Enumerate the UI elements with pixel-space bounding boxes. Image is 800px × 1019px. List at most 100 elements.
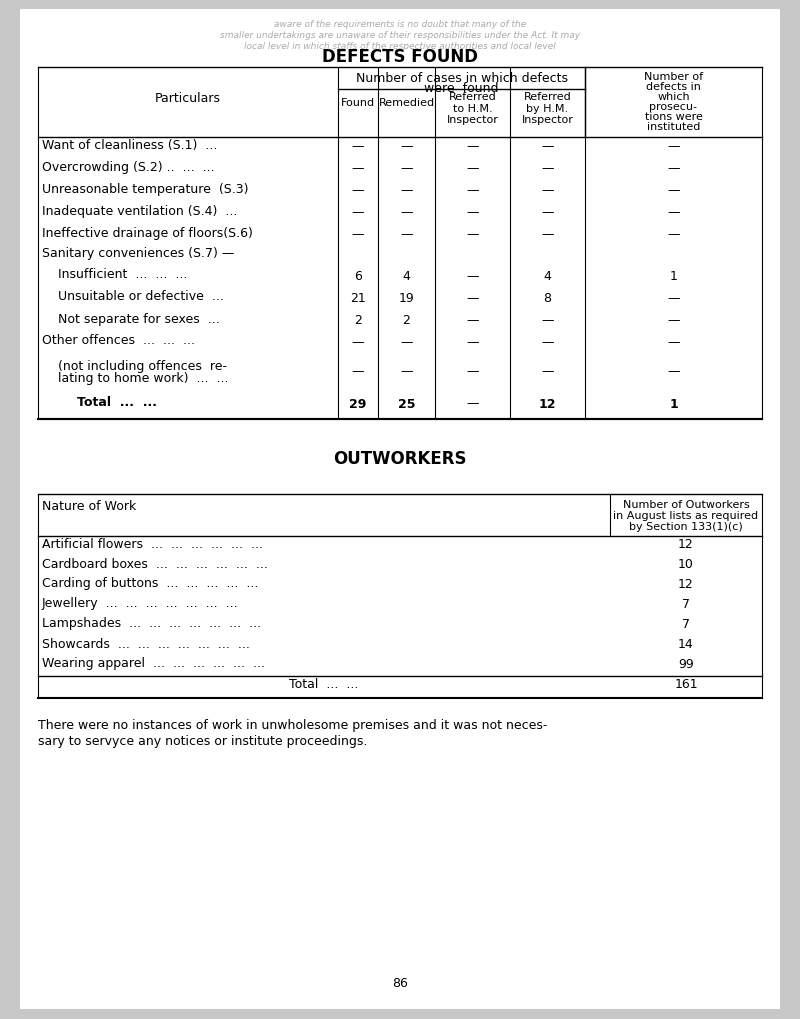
Text: —: —: [542, 141, 554, 153]
Text: 8: 8: [543, 292, 551, 306]
Text: 6: 6: [354, 270, 362, 283]
Text: defects in: defects in: [646, 82, 701, 92]
Text: —: —: [466, 228, 478, 242]
Text: 12: 12: [538, 397, 556, 410]
Text: 10: 10: [678, 557, 694, 570]
Text: —: —: [667, 365, 680, 378]
Text: 25: 25: [398, 397, 415, 410]
Text: —: —: [352, 336, 364, 350]
Text: Number of: Number of: [644, 72, 703, 82]
Text: Total  ...  ...: Total ... ...: [290, 678, 358, 691]
Text: Want of cleanliness (S.1)  ...: Want of cleanliness (S.1) ...: [42, 139, 218, 152]
Text: Sanitary conveniences (S.7) —: Sanitary conveniences (S.7) —: [42, 248, 234, 260]
Text: —: —: [352, 184, 364, 198]
Text: —: —: [667, 292, 680, 306]
Text: 7: 7: [682, 616, 690, 630]
Text: —: —: [667, 336, 680, 350]
Text: Referred
to H.M.
Inspector: Referred to H.M. Inspector: [446, 92, 498, 125]
Text: —: —: [667, 162, 680, 175]
Text: 4: 4: [543, 270, 551, 283]
Text: —: —: [466, 162, 478, 175]
Text: Number of cases in which defects: Number of cases in which defects: [355, 72, 567, 85]
Text: OUTWORKERS: OUTWORKERS: [334, 449, 466, 468]
Text: —: —: [400, 141, 413, 153]
Text: which: which: [657, 92, 690, 102]
Text: —: —: [667, 184, 680, 198]
Text: —: —: [542, 336, 554, 350]
Text: Overcrowding (S.2) ..  ...  ...: Overcrowding (S.2) .. ... ...: [42, 160, 214, 173]
Text: Showcards  ...  ...  ...  ...  ...  ...  ...: Showcards ... ... ... ... ... ... ...: [42, 637, 250, 650]
Text: Other offences  ...  ...  ...: Other offences ... ... ...: [42, 334, 195, 347]
Text: local level in which staffs of the respective authorities and local level: local level in which staffs of the respe…: [244, 42, 556, 51]
Text: lating to home work)  ...  ...: lating to home work) ... ...: [42, 372, 229, 384]
Text: Carding of buttons  ...  ...  ...  ...  ...: Carding of buttons ... ... ... ... ...: [42, 577, 258, 590]
Text: prosecu-: prosecu-: [650, 102, 698, 112]
Text: —: —: [466, 141, 478, 153]
Text: Total  ...  ...: Total ... ...: [42, 395, 157, 408]
Text: —: —: [352, 228, 364, 242]
Text: —: —: [466, 314, 478, 327]
Text: —: —: [466, 184, 478, 198]
Text: —: —: [400, 365, 413, 378]
Text: —: —: [667, 228, 680, 242]
Text: 12: 12: [678, 537, 694, 550]
Text: —: —: [352, 162, 364, 175]
Text: 19: 19: [398, 292, 414, 306]
Text: Not separate for sexes  ...: Not separate for sexes ...: [42, 312, 220, 325]
Text: —: —: [400, 336, 413, 350]
Text: 21: 21: [350, 292, 366, 306]
Text: 12: 12: [678, 577, 694, 590]
Text: 2: 2: [354, 314, 362, 327]
Text: 4: 4: [402, 270, 410, 283]
Text: Nature of Work: Nature of Work: [42, 499, 136, 513]
Text: —: —: [466, 292, 478, 306]
Text: —: —: [352, 206, 364, 219]
Text: Remedied: Remedied: [378, 98, 434, 108]
Text: sary to servyce any notices or institute proceedings.: sary to servyce any notices or institute…: [38, 735, 367, 747]
Text: Lampshades  ...  ...  ...  ...  ...  ...  ...: Lampshades ... ... ... ... ... ... ...: [42, 616, 261, 630]
Text: 29: 29: [350, 397, 366, 410]
Text: Cardboard boxes  ...  ...  ...  ...  ...  ...: Cardboard boxes ... ... ... ... ... ...: [42, 557, 268, 570]
Text: 1: 1: [670, 270, 678, 283]
Text: Unsuitable or defective  ...: Unsuitable or defective ...: [42, 290, 224, 304]
Text: DEFECTS FOUND: DEFECTS FOUND: [322, 48, 478, 66]
Text: 1: 1: [669, 397, 678, 410]
Text: 99: 99: [678, 657, 694, 669]
Text: Wearing apparel  ...  ...  ...  ...  ...  ...: Wearing apparel ... ... ... ... ... ...: [42, 657, 265, 669]
Text: 7: 7: [682, 597, 690, 610]
Text: Number of Outworkers: Number of Outworkers: [622, 499, 750, 510]
Text: —: —: [542, 206, 554, 219]
Text: —: —: [400, 206, 413, 219]
Text: —: —: [542, 228, 554, 242]
Text: Particulars: Particulars: [155, 92, 221, 105]
Text: —: —: [542, 365, 554, 378]
Text: —: —: [466, 336, 478, 350]
Text: by Section 133(1)(c): by Section 133(1)(c): [629, 522, 743, 532]
Text: —: —: [667, 314, 680, 327]
Text: Inadequate ventilation (S.4)  ...: Inadequate ventilation (S.4) ...: [42, 204, 238, 217]
Text: tions were: tions were: [645, 112, 702, 122]
Text: —: —: [542, 162, 554, 175]
Text: Found: Found: [341, 98, 375, 108]
Text: —: —: [400, 228, 413, 242]
Text: were  found: were found: [424, 82, 498, 95]
Text: —: —: [400, 162, 413, 175]
Text: —: —: [466, 365, 478, 378]
Text: —: —: [466, 397, 478, 410]
Text: —: —: [542, 314, 554, 327]
Text: 161: 161: [674, 678, 698, 691]
Text: —: —: [352, 141, 364, 153]
Text: 2: 2: [402, 314, 410, 327]
Text: instituted: instituted: [647, 122, 700, 131]
Text: Unreasonable temperature  (S.3): Unreasonable temperature (S.3): [42, 182, 249, 196]
Text: —: —: [352, 365, 364, 378]
Text: smaller undertakings are unaware of their responsibilities under the Act. It may: smaller undertakings are unaware of thei…: [220, 31, 580, 40]
Text: aware of the requirements is no doubt that many of the: aware of the requirements is no doubt th…: [274, 20, 526, 29]
Text: Referred
by H.M.
Inspector: Referred by H.M. Inspector: [522, 92, 574, 125]
Text: Artificial flowers  ...  ...  ...  ...  ...  ...: Artificial flowers ... ... ... ... ... .…: [42, 537, 263, 550]
Text: —: —: [466, 270, 478, 283]
Text: (not including offences  re-: (not including offences re-: [42, 360, 227, 373]
Text: There were no instances of work in unwholesome premises and it was not neces-: There were no instances of work in unwho…: [38, 718, 547, 732]
Text: in August lists as required: in August lists as required: [614, 511, 758, 521]
Text: 14: 14: [678, 637, 694, 650]
